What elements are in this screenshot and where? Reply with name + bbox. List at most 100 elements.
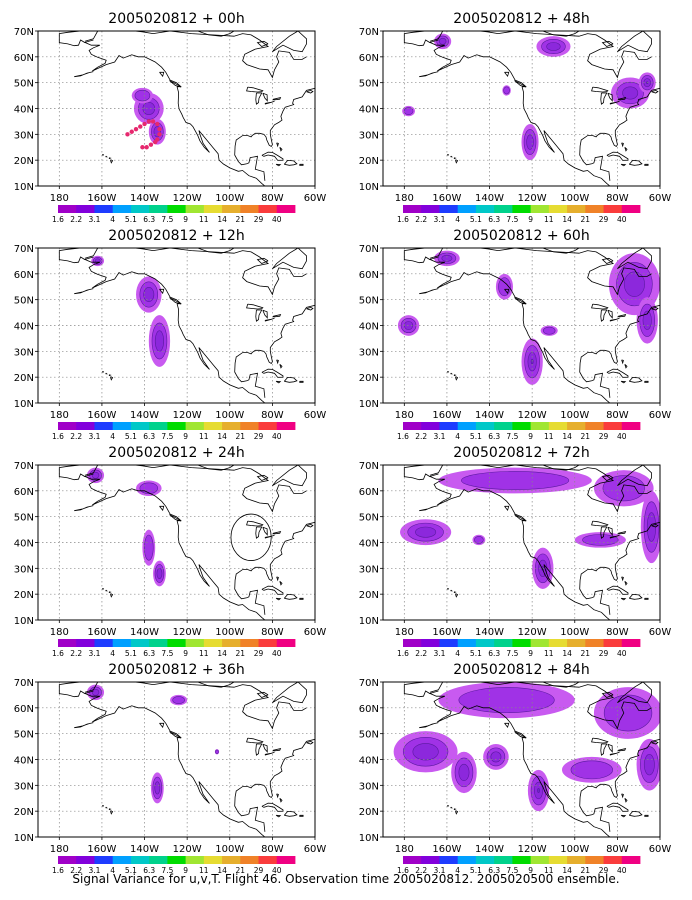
colorbar-label: 7.5 <box>161 649 173 658</box>
coastline <box>455 159 459 164</box>
coastline <box>659 85 660 91</box>
colorbar-label: 9 <box>183 432 188 441</box>
colorbar-swatch <box>112 856 132 864</box>
colorbar-swatch <box>185 639 205 647</box>
colorbar-swatch <box>530 422 550 430</box>
coastline <box>624 798 628 803</box>
coastline <box>607 526 613 536</box>
coastline <box>169 80 182 88</box>
coastline <box>101 588 105 590</box>
variance-contour <box>642 310 652 330</box>
colorbar-swatch <box>403 639 422 647</box>
coastline <box>255 743 263 756</box>
coastline <box>314 302 315 308</box>
colorbar-label: 4 <box>455 215 460 224</box>
variance-contour <box>526 134 534 150</box>
colorbar-swatch <box>603 422 623 430</box>
colorbar-swatch <box>457 856 477 864</box>
coastline <box>428 39 611 186</box>
colorbar-label: 2.2 <box>415 215 427 224</box>
colorbar-label: 1.6 <box>52 649 64 658</box>
coastline <box>272 31 307 53</box>
x-tick-label: 140W <box>130 627 159 638</box>
colorbar-swatch <box>439 205 459 213</box>
x-tick-label: 120W <box>518 193 547 204</box>
colorbar-label: 11 <box>544 432 554 441</box>
x-tick-label: 60W <box>304 410 327 421</box>
coastline <box>609 751 620 756</box>
colorbar-label: 3.1 <box>89 649 101 658</box>
panel-title: 2005020812 + 48h <box>453 11 589 27</box>
map-area <box>38 31 315 186</box>
coastline <box>262 743 268 753</box>
coastline <box>105 155 108 158</box>
colorbar-label: 21 <box>581 866 591 875</box>
y-tick-label: 10N <box>359 616 379 627</box>
colorbar-label: 11 <box>544 215 554 224</box>
colorbar-swatch <box>112 639 132 647</box>
coastline <box>504 722 510 729</box>
observation-point <box>129 129 134 134</box>
colorbar-label: 7.5 <box>506 215 518 224</box>
colorbar-swatch <box>240 639 259 647</box>
y-tick-label: 50N <box>14 79 34 90</box>
coastline <box>255 309 263 322</box>
y-tick-label: 10N <box>14 182 34 193</box>
x-tick-label: 140W <box>130 193 159 204</box>
colorbar-label: 4 <box>455 649 460 658</box>
y-tick-label: 40N <box>14 539 34 550</box>
y-tick-label: 20N <box>359 590 379 601</box>
coastline <box>659 302 660 308</box>
variance-contour <box>91 688 100 696</box>
colorbar-label: 2.2 <box>70 215 82 224</box>
x-tick-label: 80W <box>606 410 629 421</box>
coastline <box>261 151 284 161</box>
coastline <box>262 526 268 536</box>
coastline <box>246 737 264 744</box>
coastline <box>159 288 165 295</box>
coastline <box>306 740 314 745</box>
x-tick-label: 160W <box>432 410 461 421</box>
coastline <box>159 71 165 78</box>
colorbar-swatch <box>58 639 77 647</box>
coastline <box>197 682 235 688</box>
colorbar-label: 6.3 <box>143 432 155 441</box>
coastline <box>74 505 94 512</box>
coastline <box>450 155 453 158</box>
colorbar-swatch <box>421 422 440 430</box>
coastline <box>644 597 649 600</box>
colorbar-swatch <box>222 856 241 864</box>
colorbar: 1.6 2.2 3.1 4 5.1 6.3 7.5 9 11 14 21 29 40 <box>397 422 641 441</box>
x-tick-label: 160W <box>87 627 116 638</box>
coastline <box>262 309 268 319</box>
y-tick-label: 40N <box>14 105 34 116</box>
colorbar-label: 14 <box>217 215 227 224</box>
colorbar-swatch <box>512 422 532 430</box>
y-tick-label: 70N <box>14 461 34 472</box>
colorbar-label: 6.3 <box>488 215 500 224</box>
variance-contour <box>139 482 159 494</box>
x-tick-label: 60W <box>304 193 327 204</box>
coastline <box>83 256 266 403</box>
coastline <box>446 371 450 373</box>
observation-point <box>146 119 151 124</box>
y-tick-label: 30N <box>14 347 34 358</box>
colorbar-swatch <box>76 422 95 430</box>
coastline <box>542 31 580 37</box>
map-panel: 2005020812 + 84h 10N 20N 30N 40N 50N 60N 70N 180… <box>359 662 672 875</box>
coastline <box>272 248 307 270</box>
colorbar-swatch <box>512 856 532 864</box>
coastline <box>314 519 315 525</box>
y-tick-label: 70N <box>14 678 34 689</box>
coastline <box>609 317 620 322</box>
coastline <box>314 85 315 91</box>
coastline <box>591 86 609 93</box>
coastline <box>601 474 614 481</box>
variance-contour <box>91 471 100 479</box>
colorbar-swatch <box>567 856 586 864</box>
coastline <box>606 151 629 161</box>
y-tick-label: 60N <box>359 270 379 281</box>
map-panel: 2005020812 + 24h 10N 20N 30N 40N 50N 60N 70N 180… <box>14 445 327 658</box>
variance-contour <box>156 568 163 579</box>
coastline <box>419 288 439 295</box>
